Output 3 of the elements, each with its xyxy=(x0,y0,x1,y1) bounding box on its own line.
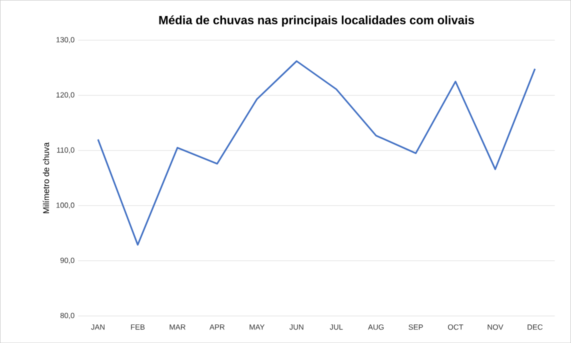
chart-title: Média de chuvas nas principais localidades com olivais xyxy=(159,15,474,27)
line-series xyxy=(97,60,536,246)
y-axis-title: Milímetro de chuva xyxy=(42,142,50,214)
